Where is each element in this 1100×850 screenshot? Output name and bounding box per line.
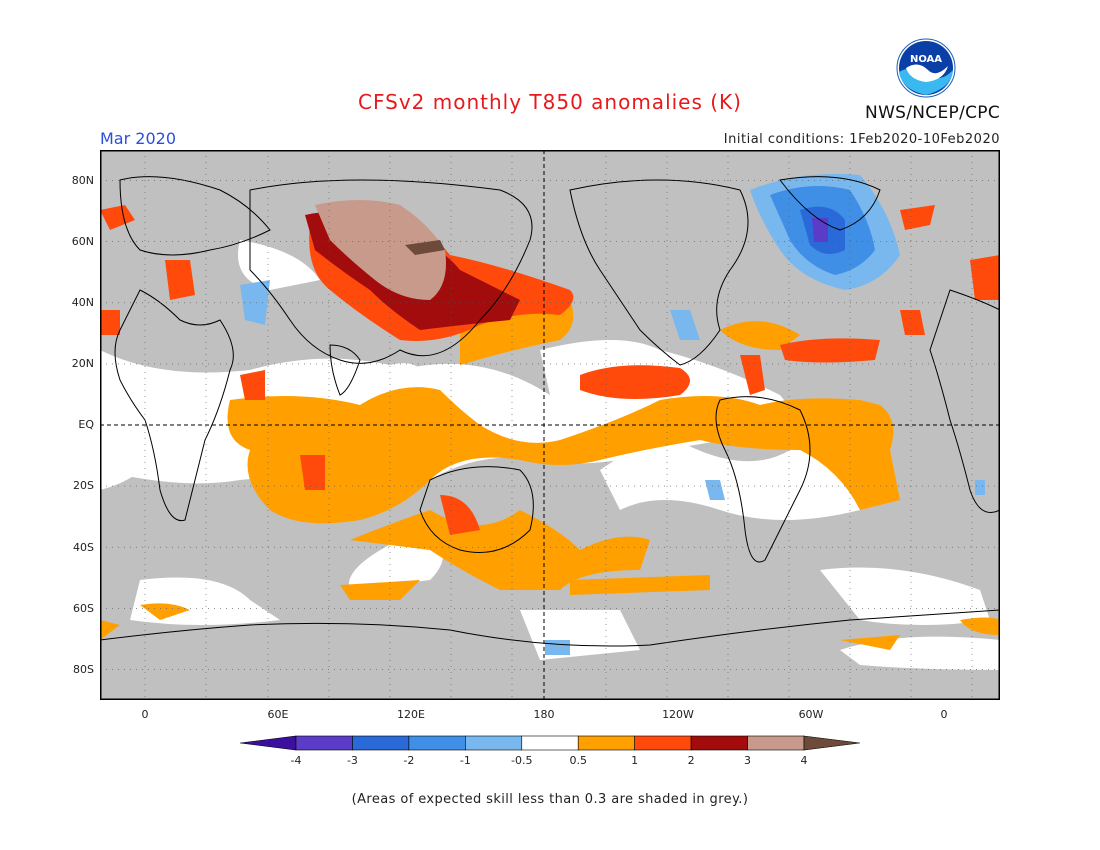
anomaly-purple (812, 218, 828, 242)
lat-label: 40N (71, 296, 94, 309)
lon-label: 120E (397, 708, 425, 721)
lon-label: 0 (141, 708, 149, 721)
map-frame (100, 150, 1000, 700)
colorbar-swatch (803, 735, 860, 751)
colorbar-swatches (240, 735, 860, 751)
lon-label: 60E (267, 708, 289, 721)
colorbar-swatch (577, 735, 635, 751)
logo-text: NOAA (910, 54, 942, 65)
colorbar-label: 4 (801, 754, 808, 767)
colorbar-swatch (408, 735, 466, 751)
colorbar-swatch (747, 735, 805, 751)
map-title: CFSv2 monthly T850 anomalies (K) (358, 90, 742, 114)
colorbar-label: -0.5 (511, 754, 532, 767)
colorbar-swatch (352, 735, 410, 751)
colorbar-labels: -4 -3 -2 -1 -0.5 0.5 1 2 3 4 (291, 754, 808, 767)
noaa-logo: NOAA (896, 38, 956, 98)
colorbar-swatch (465, 735, 523, 751)
skill-footnote: (Areas of expected skill less than 0.3 a… (351, 792, 749, 807)
colorbar-swatch (295, 735, 353, 751)
colorbar-swatch (240, 735, 297, 751)
lon-label: 120W (662, 708, 694, 721)
colorbar: -4 -3 -2 -1 -0.5 0.5 1 2 3 4 (240, 735, 860, 767)
colorbar-label: 3 (744, 754, 751, 767)
anomaly-max (405, 240, 445, 255)
graticule (100, 150, 1000, 700)
colorbar-label: -2 (403, 754, 414, 767)
anomaly-brown (315, 200, 446, 300)
anomaly-map (100, 150, 1000, 700)
lat-label: 60S (73, 602, 94, 615)
agency-label: NWS/NCEP/CPC (865, 103, 1000, 123)
lat-label: 40S (73, 541, 94, 554)
lat-label: 60N (71, 235, 94, 248)
colorbar-label: -1 (460, 754, 471, 767)
colorbar-label: -3 (347, 754, 358, 767)
anomaly-orange (100, 300, 1000, 650)
lat-label: 20N (71, 357, 94, 370)
colorbar-swatch (521, 735, 579, 751)
lat-label: 80S (73, 663, 94, 676)
lon-label: 0 (940, 708, 948, 721)
lon-label: 180 (533, 708, 555, 721)
lon-label: 60W (798, 708, 824, 721)
colorbar-swatch (690, 735, 748, 751)
colorbar-label: -4 (291, 754, 302, 767)
initial-conditions: Initial conditions: 1Feb2020-10Feb2020 (723, 132, 1000, 147)
lat-label: 20S (73, 479, 94, 492)
colorbar-label: 0.5 (569, 754, 587, 767)
colorbar-label: 2 (688, 754, 695, 767)
lat-label: EQ (78, 418, 94, 431)
forecast-month: Mar 2020 (100, 129, 176, 148)
colorbar-swatch (634, 735, 692, 751)
coastlines (100, 176, 1000, 647)
lat-label: 80N (71, 174, 94, 187)
colorbar-label: 1 (631, 754, 638, 767)
